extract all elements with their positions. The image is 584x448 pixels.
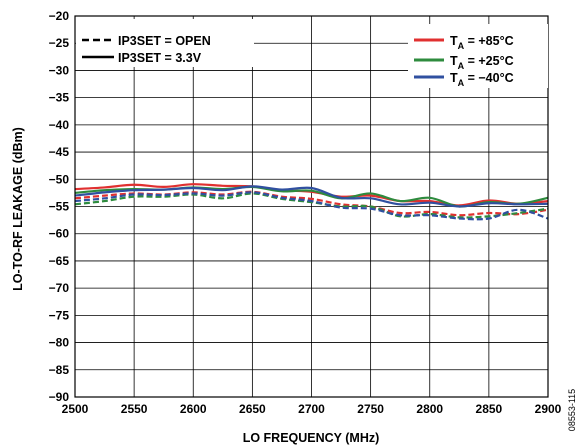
x-tick-label: 2500 [62, 402, 89, 416]
y-tick-label: −55 [49, 200, 70, 214]
x-tick-label: 2800 [416, 402, 443, 416]
x-tick-label: 2650 [239, 402, 266, 416]
y-tick-label: −45 [49, 145, 70, 159]
x-tick-label: 2750 [357, 402, 384, 416]
style-legend: IP3SET = OPEN IP3SET = 3.3V [76, 19, 254, 67]
x-tick-label: 2850 [476, 402, 503, 416]
y-tick-label: −50 [49, 172, 70, 186]
legend-label-open: IP3SET = OPEN [118, 34, 211, 48]
legend-label-3v3: IP3SET = 3.3V [118, 51, 202, 65]
style-legend-box [76, 19, 254, 67]
x-tick-label: 2600 [180, 402, 207, 416]
legend-label-85c: TA = +85°C [450, 34, 514, 51]
legend-label-25c: TA = +25°C [450, 54, 514, 71]
y-tick-label: −40 [49, 118, 70, 132]
legend-label-minus40c: TA = −40°C [450, 71, 514, 88]
y-tick-label: −75 [49, 308, 70, 322]
y-tick-label: −35 [49, 91, 70, 105]
x-tick-labels: 2500 2550 2600 2650 2700 2750 2800 2850 2900 [62, 402, 562, 416]
y-tick-label: −65 [49, 254, 70, 268]
y-tick-label: −20 [49, 9, 70, 23]
series-line-5 [74, 191, 549, 221]
y-tick-label: −80 [49, 336, 70, 350]
y-tick-label: −30 [49, 63, 70, 77]
temp-legend: TA = +85°C TA = +25°C TA = −40°C [408, 24, 548, 88]
series-layer [74, 183, 549, 221]
y-tick-labels: −20 −25 −30 −35 −40 −45 −50 −55 −60 −65 −70 −75 −80 −… [49, 9, 70, 404]
y-tick-label: −90 [49, 390, 70, 404]
y-tick-label: −70 [49, 281, 70, 295]
y-tick-label: −60 [49, 227, 70, 241]
plot-frame [74, 15, 549, 398]
x-tick-label: 2700 [298, 402, 325, 416]
y-axis-title: LO-TO-RF LEAKAGE (dBm) [11, 127, 25, 291]
series-line-2 [74, 185, 549, 208]
y-tick-label: −85 [49, 363, 70, 377]
x-tick-label: 2550 [121, 402, 148, 416]
figure-id: 08553-115 [567, 389, 577, 431]
x-tick-label: 2900 [535, 402, 562, 416]
series-line-3 [74, 190, 549, 217]
x-axis-title: LO FREQUENCY (MHz) [243, 431, 380, 445]
y-tick-label: −25 [49, 36, 70, 50]
